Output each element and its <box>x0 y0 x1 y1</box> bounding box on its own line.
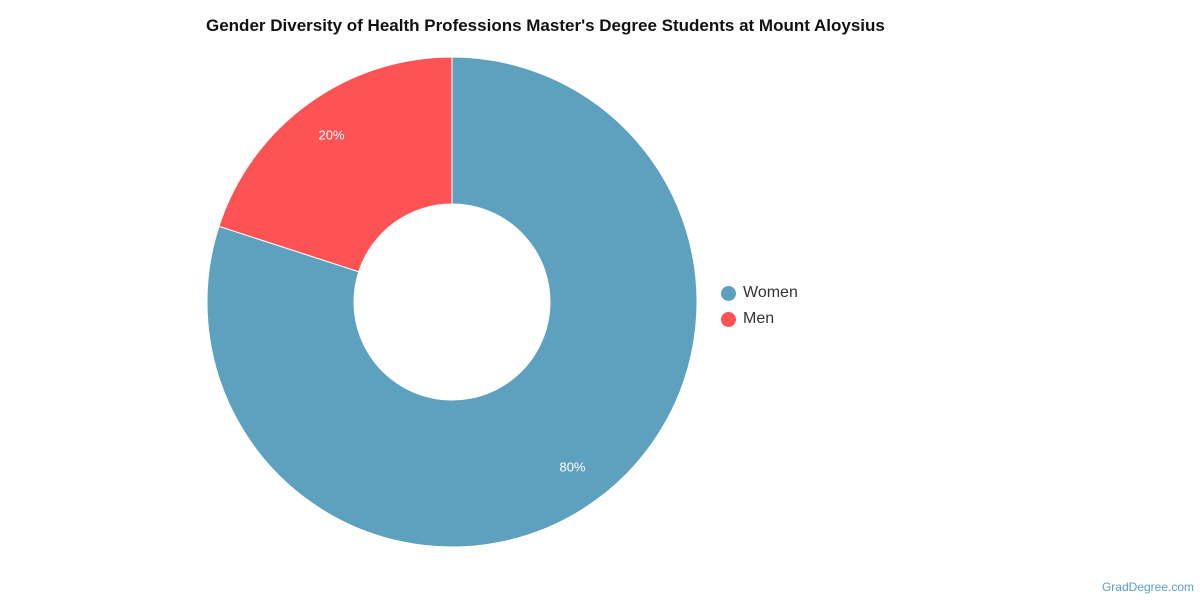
legend-item-men[interactable]: Men <box>721 306 798 332</box>
chart-title: Gender Diversity of Health Professions M… <box>206 16 885 35</box>
slice-men[interactable] <box>218 56 453 273</box>
legend-label-women: Women <box>743 284 798 301</box>
slice-label-women: 80% <box>559 459 585 474</box>
legend-label-men: Men <box>743 310 775 327</box>
source-link[interactable]: GradDegree.com <box>1101 580 1194 594</box>
legend-swatch-men <box>721 311 736 327</box>
slice-label-men: 20% <box>318 128 344 143</box>
legend-swatch-women <box>721 285 736 301</box>
slice-women[interactable] <box>206 56 698 548</box>
legend: Women Men <box>721 280 798 332</box>
legend-item-women[interactable]: Women <box>721 280 798 306</box>
